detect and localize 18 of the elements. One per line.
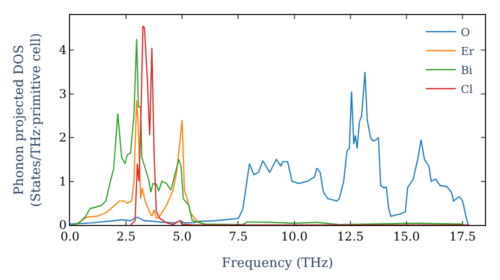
x-axis-title: Frequency (THz): [222, 256, 334, 271]
x-tick-label: 7.5: [228, 229, 248, 244]
x-tick-label: 12.5: [337, 229, 364, 244]
x-tick-label: 15.0: [393, 229, 420, 244]
legend-label: Cl: [460, 82, 474, 96]
y-tick-label: 3: [58, 86, 67, 101]
line-series: [72, 38, 464, 225]
y-tick-label: 4: [58, 43, 67, 58]
x-tick-label: 17.5: [449, 229, 476, 244]
x-tick-label: 10.0: [280, 229, 308, 244]
legend-label: Bi: [460, 64, 473, 77]
legend-label: O: [460, 26, 470, 39]
legend-label: Er: [460, 44, 475, 58]
y-axis-title: Phonon projected DOS (States/THz·primitive cell): [12, 32, 44, 208]
y-tick-label: 2: [58, 130, 67, 145]
y-tick-label: 1: [58, 174, 67, 188]
x-tick-label: 5.0: [172, 229, 192, 244]
x-tick-label: 2.5: [116, 229, 136, 244]
